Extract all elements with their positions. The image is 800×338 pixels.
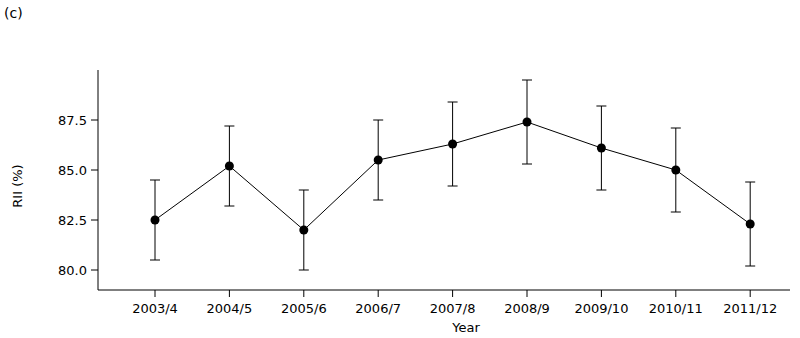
x-tick [155, 290, 156, 297]
x-tick-label: 2011/12 [723, 301, 777, 316]
x-tick-label: 2007/8 [430, 301, 476, 316]
x-tick [601, 290, 602, 297]
data-point [448, 140, 457, 149]
error-bar [745, 182, 755, 266]
x-tick [303, 290, 304, 297]
error-bar-cap [448, 102, 458, 103]
error-bar-cap [373, 120, 383, 121]
data-line [155, 122, 750, 230]
plot-area [150, 80, 755, 270]
error-bar-cap [299, 190, 309, 191]
x-tick-label: 2009/10 [574, 301, 628, 316]
error-bar-cap [150, 180, 160, 181]
error-bar-cap [596, 106, 606, 107]
error-bar-cap [745, 182, 755, 183]
y-tick-label: 85.0 [58, 163, 87, 178]
x-tick-label: 2003/4 [132, 301, 178, 316]
x-tick-label: 2010/11 [649, 301, 703, 316]
y-tick [91, 170, 98, 171]
error-bar [448, 102, 458, 186]
x-tick-label: 2008/9 [504, 301, 550, 316]
x-tick [750, 290, 751, 297]
x-axis [98, 290, 790, 291]
x-tick [229, 290, 230, 297]
error-bar-cap [745, 266, 755, 267]
y-tick [91, 120, 98, 121]
error-bar [522, 80, 532, 164]
y-tick-label: 87.5 [58, 113, 87, 128]
error-bar [299, 190, 309, 270]
chart: (c) 80.0 82.5 85.0 87.5 2003/4 2004/5 2005/6 200… [0, 0, 800, 338]
data-point [374, 156, 383, 165]
error-bar-cap [224, 126, 234, 127]
x-tick [452, 290, 453, 297]
x-tick [527, 290, 528, 297]
error-bar [150, 180, 160, 260]
y-tick [91, 220, 98, 221]
error-bar [671, 128, 681, 212]
error-bar [373, 120, 383, 200]
x-tick-label: 2005/6 [281, 301, 327, 316]
error-bar [596, 106, 606, 190]
x-tick [675, 290, 676, 297]
x-tick [378, 290, 379, 297]
error-bar-cap [671, 212, 681, 213]
error-bar-cap [671, 128, 681, 129]
data-point [523, 118, 532, 127]
y-tick-label: 80.0 [58, 263, 87, 278]
data-point [299, 226, 308, 235]
y-axis-title: RII (%) [10, 164, 25, 207]
data-point [746, 220, 755, 229]
error-bar-cap [150, 260, 160, 261]
error-bar-cap [299, 270, 309, 271]
y-axis [98, 70, 99, 290]
y-tick-label: 82.5 [58, 213, 87, 228]
error-bar-cap [224, 206, 234, 207]
data-point [225, 162, 234, 171]
error-bar-cap [522, 80, 532, 81]
error-bar-cap [596, 190, 606, 191]
data-point [597, 144, 606, 153]
error-bar-cap [448, 186, 458, 187]
panel-label: (c) [4, 5, 23, 21]
x-tick-label: 2006/7 [355, 301, 401, 316]
data-point [151, 216, 160, 225]
error-bar-cap [373, 200, 383, 201]
data-point [671, 166, 680, 175]
error-bar-cap [522, 164, 532, 165]
x-axis-title: Year [451, 320, 480, 335]
x-tick-label: 2004/5 [207, 301, 253, 316]
y-tick [91, 270, 98, 271]
error-bar [224, 126, 234, 206]
